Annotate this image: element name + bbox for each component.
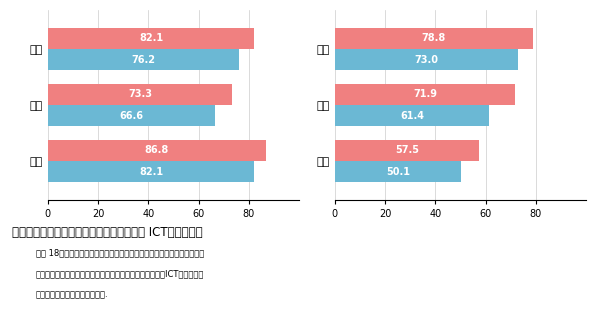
Text: 82.1: 82.1 bbox=[139, 167, 163, 177]
Text: 66.6: 66.6 bbox=[120, 110, 144, 120]
Bar bbox=[335, 28, 533, 49]
Text: 73.0: 73.0 bbox=[414, 55, 438, 65]
Bar bbox=[48, 84, 232, 105]
Text: 73.3: 73.3 bbox=[128, 89, 152, 99]
Text: 57.5: 57.5 bbox=[395, 145, 419, 155]
Bar bbox=[48, 161, 254, 182]
Text: 託を受けて実施した「教育の情報化の推進ご資する研究（ICTを活用した: 託を受けて実施した「教育の情報化の推進ご資する研究（ICTを活用した bbox=[36, 270, 205, 279]
Text: 86.8: 86.8 bbox=[145, 145, 169, 155]
Text: 71.9: 71.9 bbox=[413, 89, 437, 99]
Text: 76.2: 76.2 bbox=[132, 55, 155, 65]
Text: 指導の効果の調査）」結果から.: 指導の効果の調査）」結果から. bbox=[36, 291, 108, 300]
Bar bbox=[335, 161, 460, 182]
Text: 78.8: 78.8 bbox=[422, 33, 446, 43]
Text: 50.1: 50.1 bbox=[386, 167, 410, 177]
Bar bbox=[335, 140, 480, 161]
Text: 61.4: 61.4 bbox=[400, 110, 424, 120]
Bar bbox=[335, 84, 515, 105]
Bar bbox=[48, 49, 239, 70]
Text: 図：　客観テストによって明らかとなった ICT活用の効果: 図： 客観テストによって明らかとなった ICT活用の効果 bbox=[12, 226, 203, 239]
Text: 平成 18年度に独立行政法人メディア教育開発センターが文部科学省の委: 平成 18年度に独立行政法人メディア教育開発センターが文部科学省の委 bbox=[36, 249, 204, 258]
Bar bbox=[48, 140, 266, 161]
Bar bbox=[335, 105, 489, 126]
Text: 82.1: 82.1 bbox=[139, 33, 163, 43]
Bar bbox=[335, 49, 518, 70]
Bar bbox=[48, 28, 254, 49]
Bar bbox=[48, 105, 215, 126]
